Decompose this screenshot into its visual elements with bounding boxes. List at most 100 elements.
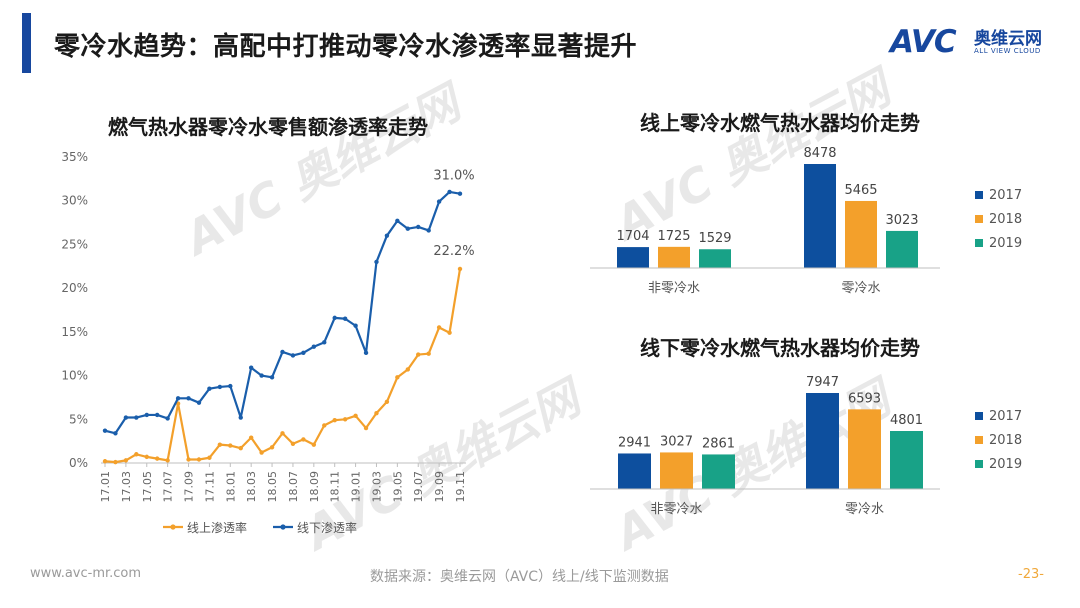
bar bbox=[806, 393, 839, 489]
data-point bbox=[416, 224, 421, 230]
data-point bbox=[416, 352, 421, 357]
x-tick-label: 17.03 bbox=[120, 471, 133, 503]
x-tick-label: 19.03 bbox=[370, 471, 383, 503]
data-point bbox=[290, 353, 296, 358]
legend-swatch bbox=[975, 412, 983, 420]
category-label: 非零冷水 bbox=[650, 502, 702, 517]
y-tick-label: 5% bbox=[69, 412, 88, 426]
data-point bbox=[238, 415, 243, 420]
data-point bbox=[269, 375, 275, 380]
data-point bbox=[259, 373, 264, 378]
data-point bbox=[175, 396, 181, 401]
line-chart-title: 燃气热水器零冷水零售额渗透率走势 bbox=[108, 115, 428, 139]
data-point bbox=[353, 323, 358, 328]
data-point bbox=[165, 458, 170, 463]
bar bbox=[658, 246, 690, 268]
data-point bbox=[144, 454, 149, 460]
data-point bbox=[384, 233, 390, 238]
bar-value-label: 1529 bbox=[698, 231, 731, 246]
y-tick-label: 10% bbox=[61, 369, 88, 383]
data-point bbox=[259, 450, 264, 455]
legend-label: 2019 bbox=[989, 457, 1022, 472]
bar bbox=[804, 164, 836, 268]
legend-swatch bbox=[975, 436, 983, 444]
data-point bbox=[311, 344, 317, 349]
legend-label: 2018 bbox=[989, 212, 1022, 227]
title-accent-bar bbox=[22, 13, 31, 73]
x-tick-label: 17.07 bbox=[162, 471, 175, 503]
x-tick-label: 18.07 bbox=[287, 471, 300, 503]
bar bbox=[618, 453, 651, 489]
data-point bbox=[363, 350, 369, 356]
end-value-label: 31.0% bbox=[433, 169, 474, 184]
bar-value-label: 5465 bbox=[844, 183, 877, 198]
x-tick-label: 19.07 bbox=[412, 471, 425, 503]
data-point bbox=[395, 218, 400, 224]
x-tick-label: 18.03 bbox=[245, 471, 258, 503]
data-point bbox=[342, 316, 348, 321]
y-tick-label: 15% bbox=[61, 325, 88, 339]
offline-price-bar-chart: 2941 3027 2861 非零冷水 7947 6593 4801 零冷水 2017 2018 2… bbox=[590, 375, 1022, 517]
x-tick-label: 19.01 bbox=[350, 471, 363, 503]
data-point bbox=[447, 189, 452, 195]
data-point bbox=[269, 445, 275, 450]
online-bar-chart-title: 线上零冷水燃气热水器均价走势 bbox=[640, 111, 920, 135]
data-point bbox=[436, 325, 442, 330]
online-price-bar-chart: 1704 1725 1529 非零冷水 8478 5465 3023 零冷水 2017 2018 2… bbox=[590, 146, 1022, 296]
x-tick-label: 19.09 bbox=[433, 471, 446, 503]
x-tick-label: 19.11 bbox=[454, 471, 467, 503]
data-point bbox=[238, 445, 243, 451]
bar-value-label: 8478 bbox=[803, 146, 836, 161]
x-tick-label: 17.09 bbox=[183, 471, 196, 503]
page-title: 零冷水趋势：高配中打推动零冷水渗透率显著提升 bbox=[54, 32, 638, 62]
legend-marker bbox=[170, 524, 176, 530]
data-point bbox=[405, 226, 410, 231]
data-point bbox=[248, 435, 254, 440]
data-point bbox=[207, 455, 212, 460]
category-label: 非零冷水 bbox=[648, 281, 700, 296]
x-tick-label: 18.01 bbox=[224, 471, 237, 503]
category-label: 零冷水 bbox=[841, 281, 880, 296]
data-point bbox=[457, 191, 463, 196]
data-point bbox=[113, 431, 118, 436]
data-point bbox=[123, 415, 129, 420]
y-tick-label: 25% bbox=[61, 237, 88, 251]
data-point bbox=[113, 459, 118, 465]
legend-swatch bbox=[975, 215, 983, 223]
x-tick-label: 19.05 bbox=[391, 471, 404, 503]
legend-label: 2017 bbox=[989, 409, 1022, 424]
data-point bbox=[134, 415, 139, 420]
data-point bbox=[228, 443, 233, 448]
data-point bbox=[332, 315, 337, 321]
bar bbox=[886, 230, 918, 268]
x-tick-label: 18.05 bbox=[266, 471, 279, 503]
penetration-line-chart: 0% 5% 10% 15% 20% 25% 30% 35% 17.01 17.03 17.05 17.… bbox=[61, 150, 474, 535]
x-tick-label: 17.01 bbox=[99, 471, 112, 503]
bar bbox=[848, 409, 881, 489]
data-point bbox=[186, 457, 191, 462]
legend-swatch bbox=[975, 460, 983, 468]
data-point bbox=[280, 349, 285, 355]
data-point bbox=[290, 441, 296, 446]
bar-value-label: 4801 bbox=[890, 413, 923, 428]
data-point bbox=[248, 365, 254, 370]
legend-label: 2017 bbox=[989, 188, 1022, 203]
bar bbox=[845, 200, 877, 268]
data-point bbox=[217, 442, 223, 447]
data-point bbox=[353, 413, 358, 418]
footer-source: 数据来源：奥维云网（AVC）线上/线下监测数据 bbox=[370, 569, 669, 585]
bar bbox=[890, 431, 923, 489]
data-point bbox=[301, 350, 306, 356]
y-tick-label: 30% bbox=[61, 194, 88, 208]
data-point bbox=[436, 199, 442, 204]
footer-website: www.avc-mr.com bbox=[30, 566, 142, 581]
bar-value-label: 1704 bbox=[616, 229, 649, 244]
data-point bbox=[155, 412, 160, 418]
data-point bbox=[144, 412, 149, 418]
data-point bbox=[165, 416, 170, 421]
bar-value-label: 3023 bbox=[885, 213, 918, 228]
bar bbox=[702, 454, 735, 489]
data-point bbox=[196, 400, 202, 405]
data-point bbox=[426, 351, 431, 356]
legend-label: 线上渗透率 bbox=[187, 520, 247, 535]
